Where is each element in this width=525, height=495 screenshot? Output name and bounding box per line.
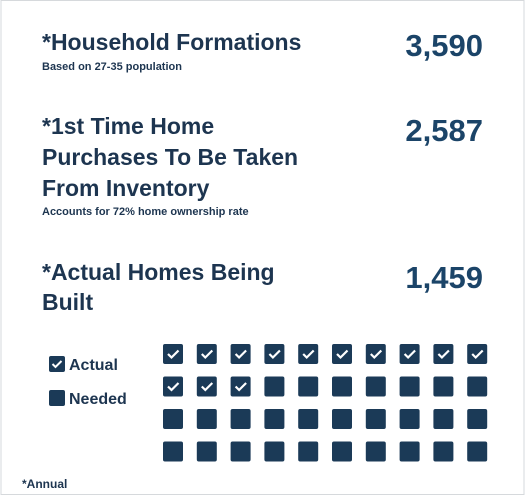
waffle-square (365, 409, 386, 429)
waffle-square (196, 376, 217, 397)
check-icon (437, 349, 450, 360)
item-value: 3,590 (405, 28, 483, 63)
waffle-square (433, 344, 454, 364)
check-icon (234, 382, 247, 392)
waffle-square (264, 344, 285, 364)
waffle-square (196, 344, 217, 364)
waffle-square (230, 344, 251, 364)
waffle-square (163, 376, 183, 397)
legend-swatch (49, 390, 65, 406)
waffle-square (230, 376, 251, 397)
waffle-square (298, 376, 319, 397)
check-icon (167, 382, 180, 392)
waffle-square (399, 376, 420, 397)
waffle-square (298, 344, 319, 364)
waffle-square (163, 441, 183, 462)
waffle-square (467, 409, 488, 429)
check-icon (370, 349, 383, 360)
waffle-square (163, 409, 183, 429)
waffle-square (332, 376, 352, 397)
check-icon (336, 349, 349, 360)
waffle-square (365, 376, 386, 397)
check-icon (302, 349, 315, 360)
waffle-square (298, 409, 319, 429)
check-icon (201, 349, 214, 360)
item-title: *1st Time Home (42, 113, 214, 139)
waffle-square (332, 344, 352, 364)
waffle-square (365, 344, 386, 364)
legend-label: Needed (69, 391, 127, 408)
waffle-square (264, 376, 285, 397)
item-title: Purchases To Be Taken (42, 144, 298, 170)
item-title: From Inventory (42, 175, 210, 201)
item-value: 1,459 (405, 260, 483, 295)
waffle-square (399, 344, 420, 364)
check-icon (51, 360, 63, 369)
check-icon (471, 349, 484, 360)
waffle-square (298, 441, 319, 462)
waffle-square (332, 409, 352, 429)
item-title: Built (42, 289, 93, 315)
waffle-square (399, 409, 420, 429)
waffle-square (467, 441, 488, 462)
item-title: *Actual Homes Being (42, 259, 275, 285)
waffle-square (264, 409, 285, 429)
waffle-square (399, 441, 420, 462)
check-icon (167, 349, 180, 360)
waffle-square (163, 344, 183, 364)
waffle-square (467, 344, 488, 364)
legend-label: Actual (69, 357, 118, 374)
waffle-square (433, 409, 454, 429)
waffle-square (264, 441, 285, 462)
check-icon (201, 382, 214, 392)
check-icon (403, 349, 416, 360)
waffle-square (433, 441, 454, 462)
item-subtitle: Accounts for 72% home ownership rate (42, 206, 249, 218)
waffle-square (196, 441, 217, 462)
waffle-square (433, 376, 454, 397)
waffle-square (230, 441, 251, 462)
item-title: *Household Formations (42, 29, 301, 55)
waffle-square (332, 441, 352, 462)
check-icon (234, 349, 247, 360)
check-icon (268, 349, 281, 360)
waffle-square (365, 441, 386, 462)
item-value: 2,587 (405, 113, 483, 148)
footnote: *Annual (22, 477, 67, 491)
waffle-square (467, 376, 488, 397)
waffle-square (230, 409, 251, 429)
legend-swatch (49, 356, 65, 372)
item-subtitle: Based on 27-35 population (42, 61, 182, 73)
waffle-square (196, 409, 217, 429)
